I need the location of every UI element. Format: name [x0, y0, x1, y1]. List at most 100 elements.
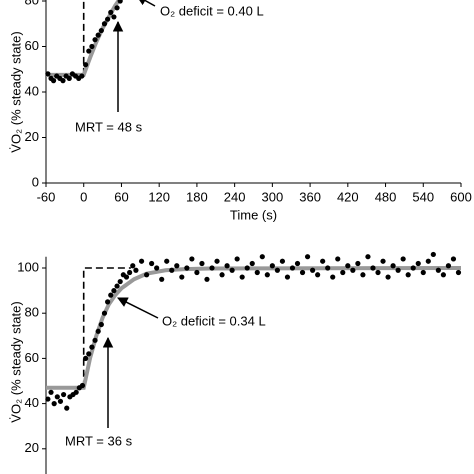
data-point: [425, 258, 431, 264]
data-point: [375, 269, 381, 276]
data-point: [289, 265, 296, 271]
x-tick-label: 360: [299, 189, 321, 204]
x-axis-label: Time (s): [230, 207, 277, 222]
data-point: [117, 0, 123, 4]
annotation: O₂ deficit = 0.34 L: [162, 313, 266, 328]
data-point: [54, 394, 60, 400]
data-point: [214, 258, 220, 264]
data-point: [111, 14, 117, 20]
data-point: [138, 258, 145, 264]
data-point: [209, 265, 215, 271]
step-input: [82, 267, 131, 388]
arrow: [117, 297, 159, 319]
data-point: [45, 71, 51, 77]
data-point: [45, 396, 51, 402]
data-point: [294, 260, 301, 267]
data-point: [108, 9, 114, 15]
x-tick-label: 300: [262, 189, 284, 204]
data-point: [345, 263, 351, 269]
data-point: [325, 265, 331, 271]
data-point: [154, 265, 160, 271]
data-point: [279, 258, 286, 264]
data-point: [48, 389, 54, 395]
y-tick-label: 60: [25, 350, 39, 365]
x-tick-label: 480: [375, 189, 397, 204]
data-point: [76, 385, 82, 391]
data-point: [269, 263, 275, 269]
data-point: [164, 258, 170, 264]
data-point: [355, 260, 361, 267]
data-point: [430, 251, 436, 258]
data-point: [149, 260, 155, 267]
data-point: [95, 32, 101, 38]
x-tick-label: 600: [450, 189, 472, 204]
data-point: [440, 272, 446, 278]
data-point: [86, 48, 92, 54]
data-point: [169, 267, 175, 273]
data-point: [370, 265, 376, 271]
data-point: [390, 263, 396, 269]
data-point: [229, 267, 235, 273]
fit-curve: [46, 0, 122, 77]
data-point: [61, 391, 67, 398]
x-tick-label: 240: [224, 189, 246, 204]
data-point: [98, 321, 104, 328]
data-point: [219, 272, 225, 278]
data-point: [174, 263, 180, 269]
data-point: [445, 263, 452, 269]
data-point: [98, 27, 104, 34]
data-point: [114, 5, 120, 11]
data-point: [92, 337, 98, 343]
y-tick-label: 100: [17, 259, 39, 274]
data-point: [455, 269, 462, 276]
data-point: [284, 274, 291, 280]
data-point: [64, 405, 70, 411]
data-point: [86, 351, 92, 357]
data-point: [405, 272, 411, 278]
data-point: [264, 272, 270, 278]
data-point: [89, 344, 95, 350]
data-point: [410, 265, 416, 271]
data-point: [105, 299, 111, 305]
data-point: [179, 274, 185, 280]
data-point: [69, 71, 76, 77]
data-point: [199, 260, 205, 267]
data-point: [304, 254, 311, 260]
data-point: [310, 267, 316, 273]
data-point: [83, 62, 89, 68]
data-point: [114, 283, 120, 289]
data-point: [105, 16, 111, 22]
data-point: [274, 267, 280, 273]
data-point: [133, 267, 139, 273]
x-tick-label: 0: [80, 189, 87, 204]
annotation: MRT = 36 s: [65, 433, 133, 448]
data-point: [395, 267, 401, 273]
y-tick-label: 60: [25, 38, 39, 53]
data-point: [330, 274, 336, 280]
y-tick-label: 20: [25, 129, 39, 144]
step-input: [82, 0, 85, 75]
data-point: [244, 265, 250, 271]
data-point: [48, 75, 54, 81]
x-tick-label: 420: [337, 189, 359, 204]
x-tick-label: -60: [37, 189, 56, 204]
data-point: [340, 269, 346, 276]
data-point: [144, 272, 150, 278]
data-point: [184, 265, 190, 271]
data-point: [385, 274, 391, 280]
data-point: [63, 73, 69, 79]
arrow: [136, 0, 156, 7]
data-point: [89, 43, 95, 50]
data-point: [415, 260, 421, 267]
data-point: [120, 272, 126, 278]
data-point: [435, 267, 441, 273]
data-point: [254, 269, 260, 276]
data-point: [259, 254, 265, 260]
y-axis-label: V̇O₂ (% steady state): [8, 31, 23, 152]
data-point: [360, 272, 366, 278]
data-point: [365, 254, 371, 260]
annotation: O₂ deficit = 0.40 L: [160, 3, 264, 18]
data-point: [101, 21, 108, 27]
annotation: MRT = 48 s: [75, 119, 143, 134]
data-point: [127, 269, 133, 276]
